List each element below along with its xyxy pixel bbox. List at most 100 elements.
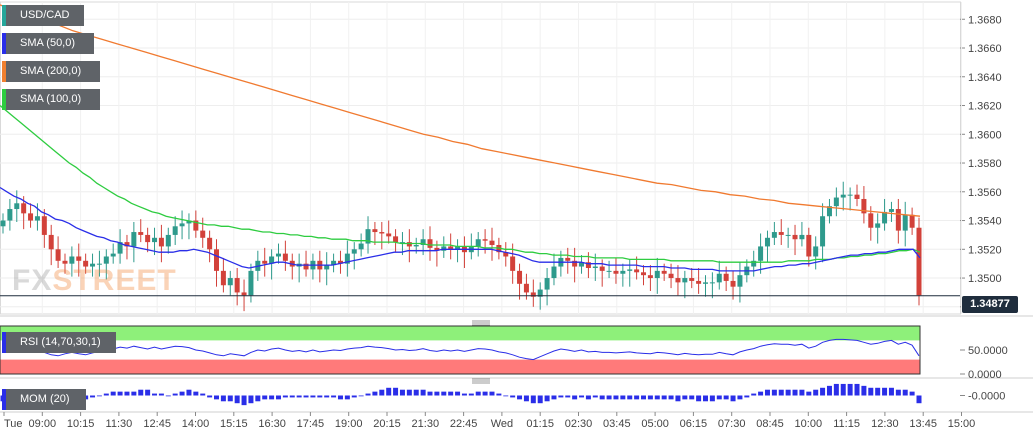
time-tick-label: 17:45 <box>297 418 325 430</box>
price-tick-label: 1.3500 <box>968 273 1002 285</box>
legend-mom[interactable]: MOM (20) <box>2 389 86 410</box>
time-tick-label: 20:15 <box>373 418 401 430</box>
mom-bar <box>716 395 722 400</box>
candle-body <box>413 244 419 247</box>
time-tick-label: 12:45 <box>143 418 171 430</box>
legend-symbol[interactable]: USD/CAD <box>2 5 84 26</box>
mom-bar <box>220 395 226 402</box>
mom-bar <box>482 391 488 396</box>
mom-bar <box>882 387 888 396</box>
mom-bar <box>379 389 385 396</box>
mom-bar <box>214 395 220 400</box>
mom-bar <box>785 389 791 396</box>
legend-rsi[interactable]: RSI (14,70,30,1) <box>2 332 116 353</box>
mom-bar <box>503 395 509 397</box>
candle-body <box>613 270 619 274</box>
mom-bar <box>96 395 102 397</box>
candle-body <box>530 292 536 297</box>
candle-body <box>751 260 757 267</box>
legend-sma50[interactable]: SMA (50,0) <box>2 33 94 54</box>
mom-bar <box>90 395 96 398</box>
mom-bar <box>902 389 908 396</box>
mom-bar <box>565 395 571 398</box>
mom-bar <box>647 395 653 400</box>
candle-body <box>172 226 178 235</box>
candle-body <box>344 253 350 264</box>
time-tick-label: Wed <box>491 418 513 430</box>
mom-bar <box>696 395 702 402</box>
time-tick-label: 07:30 <box>718 418 746 430</box>
time-tick-label: 09:00 <box>29 418 57 430</box>
candle-body <box>269 256 275 264</box>
candle-body <box>227 278 233 286</box>
mom-bar <box>489 391 495 396</box>
candle-body <box>764 237 770 247</box>
mom-bar <box>110 391 116 396</box>
time-tick-label: 16:30 <box>258 418 286 430</box>
candle-body <box>324 265 330 270</box>
candle-body <box>606 270 612 272</box>
candle-body <box>475 239 481 247</box>
candle-body <box>647 275 653 279</box>
mom-bar <box>606 395 612 400</box>
candle-body <box>124 242 130 247</box>
mom-bar <box>138 389 144 396</box>
mom-bar <box>158 393 164 396</box>
candle-body <box>503 252 509 257</box>
mom-bar <box>537 395 543 404</box>
candle-body <box>627 269 633 271</box>
mom-bar <box>434 391 440 396</box>
candle-body <box>372 229 378 233</box>
legend-sma100[interactable]: SMA (100,0) <box>2 89 100 110</box>
candle-body <box>847 194 853 196</box>
mom-bar <box>152 393 158 396</box>
mom-bar <box>826 385 832 396</box>
mom-bar <box>888 387 894 396</box>
legend-sma200[interactable]: SMA (200,0) <box>2 61 100 82</box>
mom-bar <box>282 395 288 398</box>
candle-body <box>882 211 888 224</box>
mom-bar <box>468 393 474 396</box>
mom-tick-label: -0.0000 <box>968 391 1005 403</box>
candle-body <box>702 282 708 284</box>
candle-body <box>634 269 640 273</box>
candle-body <box>234 278 240 293</box>
time-tick-label: 13:45 <box>909 418 937 430</box>
mom-bar <box>875 387 881 396</box>
candle-body <box>379 232 385 234</box>
candle-body <box>592 266 598 268</box>
mom-bar <box>200 393 206 396</box>
mom-bar <box>813 389 819 396</box>
time-tick-label: 15:15 <box>220 418 248 430</box>
candle-body <box>723 273 729 281</box>
mom-bar <box>117 391 123 396</box>
candle-body <box>716 273 722 283</box>
candle-body <box>482 239 488 241</box>
candle-body <box>854 194 860 199</box>
candle-body <box>62 260 68 264</box>
mom-bar <box>799 389 805 396</box>
mom-bar <box>758 391 764 396</box>
candle-body <box>833 197 839 207</box>
candle-body <box>138 232 144 235</box>
candle-body <box>441 246 447 251</box>
mom-bar <box>461 393 467 396</box>
candle-body <box>399 242 405 244</box>
candle-body <box>840 194 846 198</box>
mom-bar <box>275 395 281 400</box>
mom-bar <box>579 395 585 398</box>
mom-bar <box>868 387 874 396</box>
candle-body <box>200 230 206 238</box>
mom-bar <box>393 387 399 396</box>
time-tick-label: 12:30 <box>871 418 899 430</box>
mom-bar <box>234 395 240 404</box>
mom-bar <box>331 395 337 398</box>
candle-body <box>386 233 392 237</box>
mom-bar <box>585 395 591 400</box>
mom-bar <box>916 395 922 404</box>
candle-body <box>455 246 461 250</box>
candle-body <box>916 227 922 296</box>
candle-body <box>358 243 364 250</box>
mom-bar <box>145 389 151 396</box>
